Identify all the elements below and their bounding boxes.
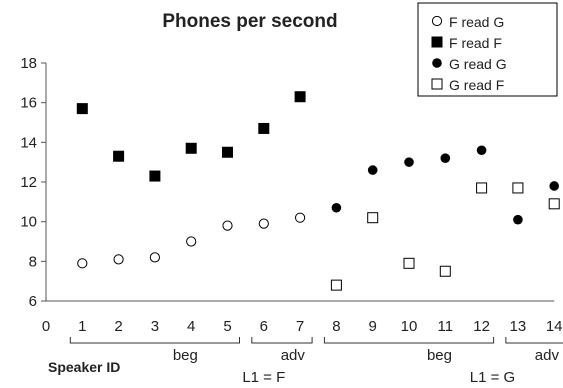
- group-bracket: [323, 337, 495, 344]
- x-tick-label: 3: [151, 318, 159, 335]
- l1-label: L1 = G: [470, 369, 515, 386]
- y-tick-label: 6: [29, 293, 37, 310]
- y-tick-label: 14: [20, 134, 37, 151]
- point-f-read-g: [295, 212, 306, 223]
- x-tick-label: 7: [296, 318, 304, 335]
- point-f-read-g: [77, 258, 88, 269]
- x-axis-label: Speaker ID: [48, 359, 120, 375]
- legend-marker-g-read-f: [431, 78, 443, 90]
- speaker-groups: beg adv beg adv L1 = F L1 = G: [69, 337, 563, 386]
- x-tick-label: 5: [223, 318, 231, 335]
- point-f-read-f: [258, 122, 270, 134]
- y-tick-label: 12: [20, 174, 37, 191]
- point-f-read-f: [76, 103, 88, 115]
- x-tick-label: 12: [473, 318, 490, 335]
- point-f-read-f: [185, 142, 197, 154]
- x-tick-label: 9: [369, 318, 377, 335]
- legend-marker-f-read-g: [431, 15, 443, 27]
- point-g-read-g: [440, 153, 451, 163]
- point-f-read-g: [258, 218, 269, 229]
- legend-label-f-read-g: F read G: [449, 14, 504, 30]
- point-g-read-f: [548, 198, 560, 210]
- y-axis-ticks: 6 8 10 12 14 16 18: [20, 55, 46, 310]
- x-tick-label: 0: [42, 318, 50, 335]
- group-label: adv: [281, 347, 306, 364]
- legend: F read G F read F G read G G read F: [417, 2, 558, 97]
- point-g-read-f: [367, 212, 379, 224]
- legend-label-g-read-g: G read G: [449, 56, 507, 72]
- legend-label-f-read-f: F read F: [449, 35, 502, 51]
- legend-marker-f-read-f: [431, 36, 443, 48]
- x-tick-label: 1: [78, 318, 86, 335]
- legend-label-g-read-f: G read F: [449, 77, 504, 93]
- point-f-read-f: [222, 146, 233, 158]
- point-f-read-f: [113, 150, 125, 162]
- point-g-read-f: [330, 279, 342, 291]
- point-f-read-f: [149, 170, 161, 182]
- legend-marker-g-read-g: [432, 58, 442, 68]
- l1-label: L1 = F: [242, 369, 285, 386]
- x-tick-label: 6: [260, 318, 268, 335]
- group-bracket: [505, 337, 563, 344]
- y-tick-label: 10: [20, 214, 37, 231]
- point-f-read-g: [186, 236, 197, 247]
- point-g-read-g: [331, 202, 342, 213]
- x-axis-ticks: 0 1 2 3 4 5 6 7 8 9 10 11 12 13 14: [42, 318, 563, 335]
- point-g-read-g: [404, 157, 414, 167]
- y-tick-label: 18: [20, 55, 37, 72]
- x-tick-label: 14: [546, 318, 563, 335]
- x-tick-label: 2: [114, 318, 122, 335]
- x-tick-label: 8: [332, 318, 340, 335]
- group-bracket: [69, 337, 240, 344]
- group-label: beg: [427, 347, 452, 364]
- x-tick-label: 10: [401, 318, 418, 335]
- y-tick-label: 8: [29, 253, 37, 270]
- point-g-read-f: [512, 182, 524, 194]
- x-tick-label: 11: [438, 318, 454, 335]
- x-tick-label: 13: [510, 318, 527, 335]
- chart-title: Phones per second: [162, 11, 337, 32]
- point-f-read-f: [294, 91, 306, 103]
- y-tick-label: 16: [20, 95, 37, 112]
- x-tick-label: 4: [187, 318, 195, 335]
- point-g-read-g: [549, 181, 559, 191]
- point-g-read-f: [403, 257, 415, 269]
- point-f-read-g: [222, 220, 233, 231]
- point-g-read-g: [367, 165, 378, 175]
- point-g-read-g: [513, 214, 523, 225]
- group-bracket: [251, 337, 313, 344]
- point-g-read-f: [439, 265, 451, 277]
- point-g-read-f: [476, 182, 488, 194]
- point-g-read-g: [476, 145, 487, 156]
- point-f-read-g: [113, 254, 124, 265]
- group-label: beg: [173, 347, 198, 364]
- data-markers: [76, 91, 560, 291]
- point-f-read-g: [149, 252, 160, 263]
- group-label: adv: [535, 347, 560, 364]
